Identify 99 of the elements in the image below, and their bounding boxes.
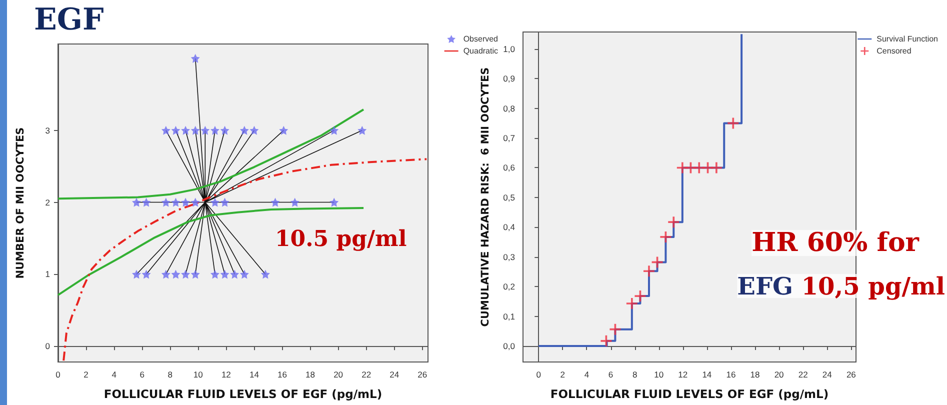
point [643,266,654,277]
point [132,270,141,279]
y-axis-title: CUMULATIVE HAZARD RISK: 6 MII OOCYTES [480,67,492,327]
y-tick-label: 0,1 [503,311,516,322]
point [230,270,240,279]
x-tick-label: 18 [306,370,316,380]
point [210,270,220,279]
legend-label: Survival Function [876,34,938,44]
point [161,126,170,135]
x-tick-label: 8 [632,370,638,380]
x-tick-label: 16 [278,370,288,380]
y-tick-label: 1,0 [503,44,516,54]
legend-label: Censored [876,46,912,56]
x-tick-label: 14 [249,370,260,380]
x-tick-label: 10 [654,370,664,380]
x-tick-label: 6 [608,370,614,380]
x-tick-label: 12 [221,370,232,380]
x-tick-label: 0 [536,370,542,380]
x-tick-label: 16 [726,370,736,380]
legend-label: Quadratic [463,46,498,56]
point [190,126,200,135]
x-axis-title: FOLLICULAR FLUID LEVELS OF EGF (pg/mL) [550,387,829,401]
line-series [62,158,428,362]
x-tick-label: 24 [390,370,400,380]
annotation: 10.5 pg/ml [275,226,407,252]
point [220,270,230,279]
point [161,270,170,279]
point [142,198,151,207]
y-tick-label: 0,0 [503,340,516,351]
y-tick-label: 1 [45,269,50,280]
y-tick-label: 2 [45,197,50,208]
point [728,118,739,129]
x-tick-label: 22 [362,370,372,380]
x-tick-label: 26 [846,370,856,380]
point [270,198,280,207]
point [171,270,180,279]
point [240,126,249,135]
x-tick-label: 2 [84,370,89,380]
point [190,198,200,207]
x-tick-label: 22 [798,370,808,380]
point [330,126,339,135]
x-tick-label: 4 [112,370,117,380]
y-tick-label: 3 [45,125,50,136]
x-axis-title: FOLLICULAR FLUID LEVELS OF EGF (pg/mL) [104,387,382,401]
point [600,335,612,346]
x-tick-label: 24 [822,370,832,380]
point [210,198,220,207]
point [171,126,180,135]
x-tick-label: 0 [56,370,61,380]
x-tick-label: 20 [334,370,344,380]
point [210,126,220,135]
point [190,54,200,63]
x-tick-label: 12 [678,370,688,380]
x-tick-label: 26 [418,370,428,380]
point [181,126,190,135]
chart-title: EGF [34,2,104,38]
x-tick-label: 4 [584,370,590,380]
point [626,298,638,309]
y-tick-label: 0,6 [503,162,516,173]
y-tick-label: 0,2 [503,282,516,292]
x-tick-label: 8 [168,370,173,380]
point [161,198,170,207]
point [660,231,672,242]
point [330,198,339,207]
y-tick-label: 0,8 [503,103,516,114]
y-tick-label: 0,7 [503,133,516,144]
point [181,270,190,279]
y-tick-label: 0,9 [503,74,516,84]
x-tick-label: 6 [140,370,145,380]
point [181,198,190,207]
point [260,270,270,279]
legend-label: Observed [463,34,498,44]
point [668,216,680,228]
point [290,198,300,207]
point [171,198,180,207]
point [142,270,151,279]
point [279,126,288,135]
point [220,126,230,135]
point [710,162,722,174]
annotation: EFG 10,5 pg/ml [737,272,946,300]
x-tick-label: 18 [750,370,760,380]
y-axis-title: NUMBER OF MII OOCYTES [14,127,26,279]
point [634,290,646,302]
point [240,270,249,279]
y-tick-label: 0,5 [503,192,516,202]
x-tick-label: 14 [702,370,712,380]
annotation: HR 60% for [752,228,920,258]
point [190,270,200,279]
x-tick-label: 20 [774,370,784,380]
point [132,198,141,207]
point [220,198,230,207]
x-tick-label: 2 [560,370,566,380]
x-tick-label: 10 [193,370,204,380]
point [250,126,259,135]
point [358,126,367,135]
point [200,126,210,135]
y-tick-label: 0,4 [503,222,516,232]
y-tick-label: 0,3 [503,252,516,262]
y-tick-label: 0 [45,341,50,352]
